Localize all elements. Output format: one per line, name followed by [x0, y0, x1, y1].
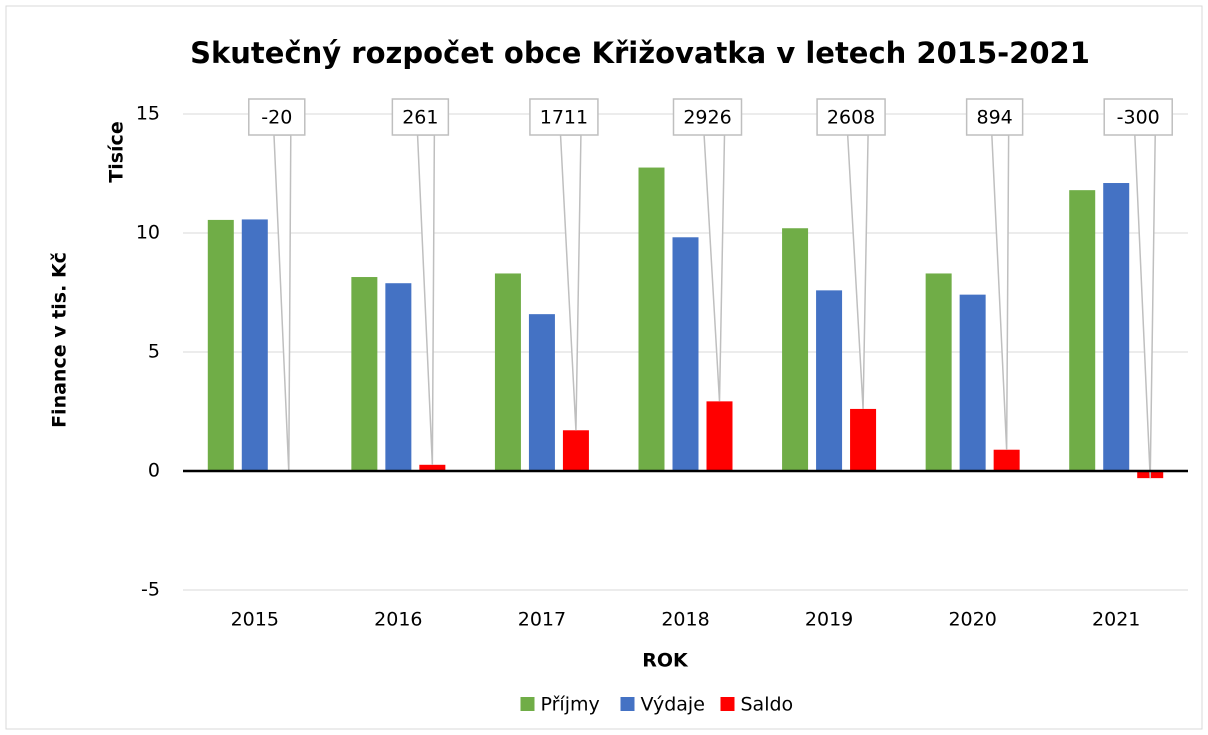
legend-swatch	[720, 697, 735, 711]
y-tick-label: 0	[148, 460, 160, 482]
data-label: 2926	[683, 107, 731, 129]
legend-label: Příjmy	[541, 694, 600, 716]
bar	[993, 449, 1020, 471]
legend-label: Saldo	[741, 694, 794, 716]
chart-title: Skutečný rozpočet obce Křižovatka v lete…	[190, 36, 1090, 70]
y-tick-label: 10	[136, 222, 160, 244]
x-tick-label: 2017	[518, 609, 566, 631]
bar	[241, 219, 268, 471]
bar	[782, 228, 809, 471]
legend-swatch	[520, 697, 535, 711]
y-tick-label: 5	[148, 341, 160, 363]
callout-box	[965, 98, 1024, 136]
x-tick-label: 2021	[1092, 609, 1140, 631]
bar	[494, 273, 521, 471]
bar	[1103, 183, 1130, 471]
data-label: 261	[402, 107, 438, 129]
x-tick-label: 2019	[805, 609, 853, 631]
callout-box	[816, 98, 886, 136]
x-tick-label: 2020	[948, 609, 996, 631]
callout-box	[529, 98, 599, 136]
legend-label: Výdaje	[641, 694, 705, 716]
x-axis-label: ROK	[642, 650, 689, 672]
data-label: 2608	[827, 107, 875, 129]
data-label: -20	[261, 107, 292, 129]
bar	[385, 283, 412, 471]
bar	[925, 273, 952, 471]
bar	[1069, 190, 1096, 471]
callout-box	[672, 98, 743, 136]
bar	[706, 401, 733, 471]
callout-box	[391, 98, 450, 136]
data-label: -300	[1117, 107, 1160, 129]
data-label: 1711	[540, 107, 588, 129]
display-unit-label: Tisíce	[106, 121, 128, 182]
x-tick-label: 2016	[374, 609, 422, 631]
bar	[351, 277, 378, 471]
bar	[562, 430, 589, 471]
x-tick-label: 2015	[231, 609, 279, 631]
callout-box	[1103, 98, 1173, 136]
y-tick-label: -5	[141, 579, 160, 601]
bar	[207, 219, 234, 471]
callout-box	[248, 98, 306, 136]
bar	[850, 408, 877, 471]
bar	[638, 167, 665, 472]
bar	[816, 290, 843, 471]
y-tick-label: 15	[136, 103, 160, 125]
data-label: 894	[977, 107, 1013, 129]
bar	[672, 237, 699, 471]
bar	[419, 464, 446, 471]
x-tick-label: 2018	[661, 609, 709, 631]
bar	[959, 294, 986, 471]
legend-swatch	[620, 697, 635, 711]
bar	[528, 314, 555, 471]
y-axis-label: Finance v tis. Kč	[49, 252, 71, 428]
